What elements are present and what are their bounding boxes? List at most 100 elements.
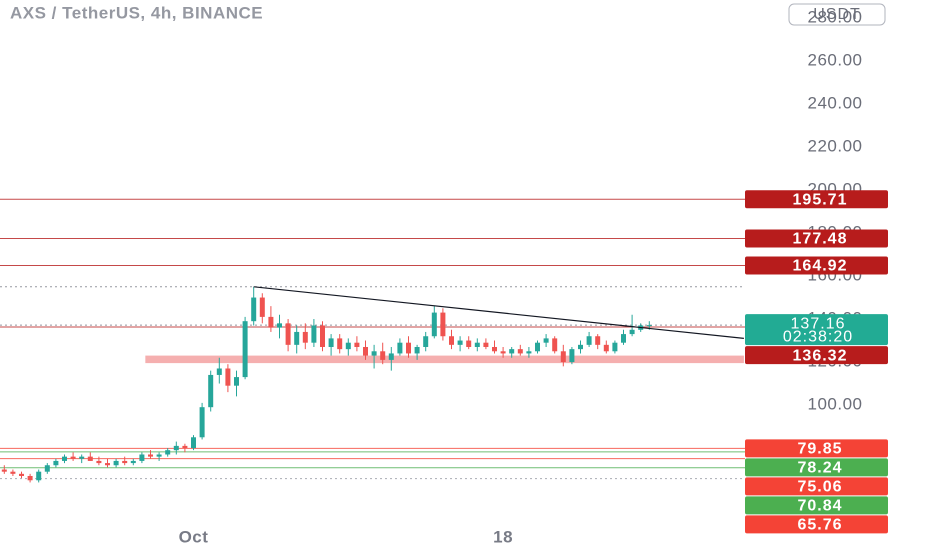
candle-body bbox=[259, 297, 265, 317]
candle-body bbox=[363, 346, 368, 356]
candle-body bbox=[277, 323, 282, 328]
candle-body bbox=[19, 473, 24, 476]
price-tag bbox=[745, 458, 888, 477]
candle-body bbox=[105, 463, 110, 466]
candle-body bbox=[431, 312, 437, 337]
trendline bbox=[253, 286, 744, 339]
candle-body bbox=[122, 460, 128, 464]
price-tag bbox=[745, 439, 888, 458]
candle-body bbox=[371, 351, 377, 356]
candle-body bbox=[328, 338, 334, 347]
candle-body bbox=[320, 325, 325, 347]
price-tag-label: 177.48 bbox=[793, 231, 848, 248]
candle-body bbox=[603, 344, 609, 352]
price-tag bbox=[745, 229, 888, 248]
candle-body bbox=[380, 351, 386, 360]
candle-body bbox=[423, 336, 429, 347]
plot-area bbox=[0, 198, 745, 483]
candle-body bbox=[612, 342, 618, 352]
price-tag-label: 75.06 bbox=[797, 479, 842, 496]
price-tag-label: 65.76 bbox=[797, 517, 842, 534]
candle-body bbox=[182, 445, 188, 449]
candle-body bbox=[148, 454, 153, 457]
candle-body bbox=[646, 325, 652, 327]
currency[interactable]: USDT bbox=[813, 6, 861, 23]
candle-body bbox=[139, 454, 145, 461]
candle-body bbox=[10, 471, 16, 474]
candle-body bbox=[621, 334, 626, 343]
candle-body bbox=[79, 456, 85, 459]
candle-body bbox=[87, 456, 93, 461]
candle-body bbox=[251, 297, 257, 322]
candle-body bbox=[388, 353, 394, 360]
last-price-label: 137.16 bbox=[791, 315, 846, 332]
candle-body bbox=[191, 437, 196, 449]
price-tag-label: 136.32 bbox=[793, 347, 848, 364]
candle-body bbox=[1, 469, 7, 472]
candle-body bbox=[560, 351, 566, 363]
candle-body bbox=[113, 460, 119, 466]
candle-body bbox=[552, 338, 558, 352]
candle-body bbox=[586, 336, 592, 345]
candle-body bbox=[36, 471, 42, 481]
candle-body bbox=[96, 460, 102, 464]
price-tag bbox=[745, 256, 888, 275]
candle-body bbox=[595, 336, 601, 345]
candle-body bbox=[173, 445, 179, 451]
candle-body bbox=[457, 340, 463, 345]
price-tag-label: 70.84 bbox=[797, 498, 842, 515]
last-price-tag bbox=[745, 314, 888, 346]
candle-body bbox=[526, 351, 532, 354]
candle-body bbox=[449, 336, 454, 345]
price-tag-label: 78.24 bbox=[797, 460, 842, 477]
candle-body bbox=[62, 456, 67, 461]
x-tick-label: Oct bbox=[179, 527, 209, 546]
candle-body bbox=[414, 346, 420, 354]
candle-body bbox=[234, 377, 239, 386]
candle-body bbox=[216, 368, 222, 375]
price-tag bbox=[745, 496, 888, 515]
candle-body bbox=[535, 342, 540, 352]
y-tick-label: 260.00 bbox=[808, 51, 863, 70]
candle-body bbox=[208, 374, 214, 408]
x-tick-label: 18 bbox=[493, 527, 513, 546]
y-tick-label: 280.00 bbox=[808, 8, 863, 27]
price-tag bbox=[745, 190, 888, 209]
candle-body bbox=[199, 407, 205, 438]
candle-body bbox=[165, 450, 171, 455]
candle-body bbox=[569, 349, 575, 363]
candle-body bbox=[578, 344, 583, 350]
candle-body bbox=[156, 454, 162, 457]
candle-body bbox=[302, 331, 308, 343]
candle-body bbox=[337, 338, 343, 350]
candle-body bbox=[285, 323, 291, 345]
candle-body bbox=[474, 342, 480, 347]
candle-body bbox=[406, 342, 411, 354]
candle-body bbox=[483, 342, 489, 347]
countdown: 02:38:20 bbox=[783, 328, 853, 345]
price-tag-label: 195.71 bbox=[793, 191, 848, 208]
candle-body bbox=[294, 331, 300, 345]
candle-body bbox=[268, 316, 274, 328]
chart-title: AXS / TetherUS, 4h, BINANCE bbox=[10, 3, 263, 22]
candle-body bbox=[509, 349, 515, 354]
price-tag-label: 164.92 bbox=[793, 258, 848, 275]
candle-body bbox=[629, 329, 635, 335]
candle-body bbox=[397, 342, 403, 354]
price-tag bbox=[745, 477, 888, 496]
candle-body bbox=[354, 342, 360, 347]
candle-body bbox=[242, 321, 248, 378]
candle-body bbox=[517, 349, 523, 354]
candle-body bbox=[44, 465, 50, 472]
currency-button[interactable] bbox=[788, 3, 886, 26]
candle-body bbox=[440, 312, 446, 337]
candle-body bbox=[543, 338, 549, 343]
candle-body bbox=[27, 475, 33, 481]
candle-body bbox=[53, 460, 59, 466]
candle-body bbox=[500, 351, 506, 354]
price-tag-label: 79.85 bbox=[797, 441, 842, 458]
candle-body bbox=[311, 325, 317, 343]
candle-body bbox=[345, 342, 351, 350]
candle-body bbox=[70, 456, 76, 459]
